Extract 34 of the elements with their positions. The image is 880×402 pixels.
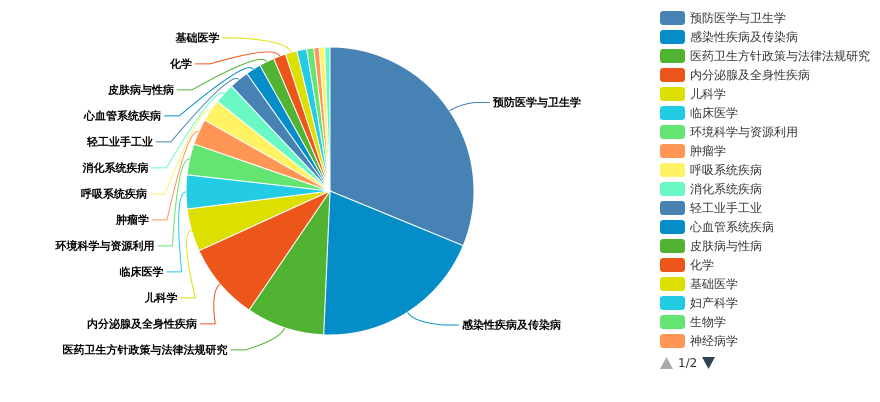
slice-label: 预防医学与卫生学 (492, 96, 581, 109)
slice-label: 儿科学 (143, 291, 178, 304)
legend-label: 皮肤病与性病 (690, 238, 762, 252)
legend-label: 呼吸系统疾病 (690, 162, 762, 176)
slice-label: 环境科学与资源利用 (54, 239, 154, 252)
legend-label: 基础医学 (690, 276, 738, 290)
slice-label: 心血管系统疾病 (83, 109, 162, 122)
legend-label: 妇产科学 (690, 296, 738, 310)
legend-label: 轻工业手工业 (690, 200, 762, 214)
legend-label: 感染性疾病及传染病 (690, 30, 798, 44)
slice-label: 肿瘤学 (115, 213, 150, 226)
legend-label: 神经病学 (690, 334, 738, 348)
legend-label: 化学 (690, 258, 714, 272)
legend-label: 医药卫生方针政策与法律法规研究 (690, 48, 870, 62)
legend-label: 消化系统疾病 (690, 182, 762, 196)
slice-label: 基础医学 (174, 31, 220, 44)
legend-label: 环境科学与资源利用 (690, 124, 798, 138)
slice-label: 内分泌腺及全身性疾病 (87, 317, 198, 330)
slice-label: 临床医学 (120, 265, 164, 278)
slice-label: 呼吸系统疾病 (81, 187, 148, 200)
legend-label: 儿科学 (690, 86, 726, 100)
slice-label: 轻工业手工业 (86, 135, 153, 148)
slice-label: 化学 (169, 57, 192, 70)
legend-label: 生物学 (690, 314, 726, 328)
legend-label: 内分泌腺及全身性疾病 (690, 68, 810, 82)
slice-label: 感染性疾病及传染病 (460, 318, 561, 332)
legend-label: 临床医学 (690, 106, 738, 120)
legend-label: 肿瘤学 (690, 144, 726, 158)
legend-label: 心血管系统疾病 (690, 220, 774, 234)
text: 1/2 (678, 356, 698, 370)
slice-label: 皮肤病与性病 (106, 83, 174, 96)
slice-label: 消化系统疾病 (81, 161, 148, 174)
legend-label: 预防医学与卫生学 (690, 10, 786, 24)
slice-label: 医药卫生方针政策与法律法规研究 (62, 343, 228, 356)
